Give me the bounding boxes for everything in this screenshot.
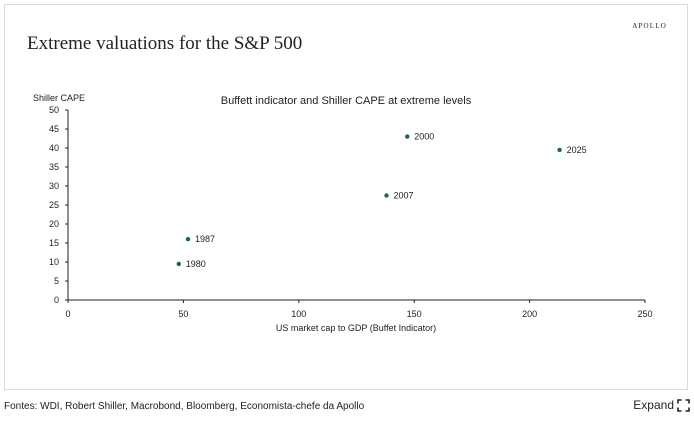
expand-icon	[677, 398, 690, 412]
x-tick-label: 100	[291, 309, 306, 319]
data-label-2025: 2025	[567, 145, 587, 155]
data-point-1980	[176, 261, 181, 267]
data-point-1987	[185, 237, 191, 242]
y-tick-label: 45	[49, 124, 59, 134]
chart-axes	[67, 110, 645, 301]
y-tick-label: 25	[49, 200, 59, 210]
expand-label: Expand	[633, 398, 674, 412]
x-tick-label: 150	[407, 309, 422, 319]
expand-button[interactable]: Expand	[633, 398, 690, 412]
brand-logo: APOLLO	[632, 22, 667, 30]
data-point-2007	[384, 193, 389, 198]
source-note: Fontes: WDI, Robert Shiller, Macrobond, …	[4, 401, 365, 412]
x-axis-label: US market cap to GDP (Buffet Indicator)	[276, 323, 436, 333]
chart-points: 1980 1987 2000 2007 2025	[176, 132, 587, 269]
data-label-1987: 1987	[195, 234, 215, 244]
x-tick-label: 0	[65, 309, 70, 319]
y-axis-label: Shiller CAPE	[33, 93, 85, 103]
data-label-1980: 1980	[186, 259, 206, 269]
chart-card: APOLLO Extreme valuations for the S&P 50…	[4, 4, 688, 390]
y-tick-label: 20	[49, 219, 59, 229]
x-tick-label: 50	[178, 309, 188, 319]
y-tick-label: 50	[49, 105, 59, 115]
y-tick-label: 30	[49, 181, 59, 191]
y-tick-label: 0	[54, 295, 59, 305]
x-tick-label: 200	[522, 309, 537, 319]
y-tick-label: 5	[54, 276, 59, 286]
data-label-2007: 2007	[394, 191, 414, 201]
y-tick-label: 10	[49, 257, 59, 267]
chart-title: Buffett indicator and Shiller CAPE at ex…	[221, 95, 472, 107]
data-point-2025	[557, 147, 562, 153]
y-tick-label: 40	[49, 143, 59, 153]
y-tick-label: 15	[49, 238, 59, 248]
y-tick-label: 35	[49, 162, 59, 172]
chart-headline: Extreme valuations for the S&P 500	[27, 33, 303, 54]
data-point-2000	[405, 134, 410, 139]
data-label-2000: 2000	[414, 132, 434, 142]
x-tick-label: 250	[637, 309, 652, 319]
